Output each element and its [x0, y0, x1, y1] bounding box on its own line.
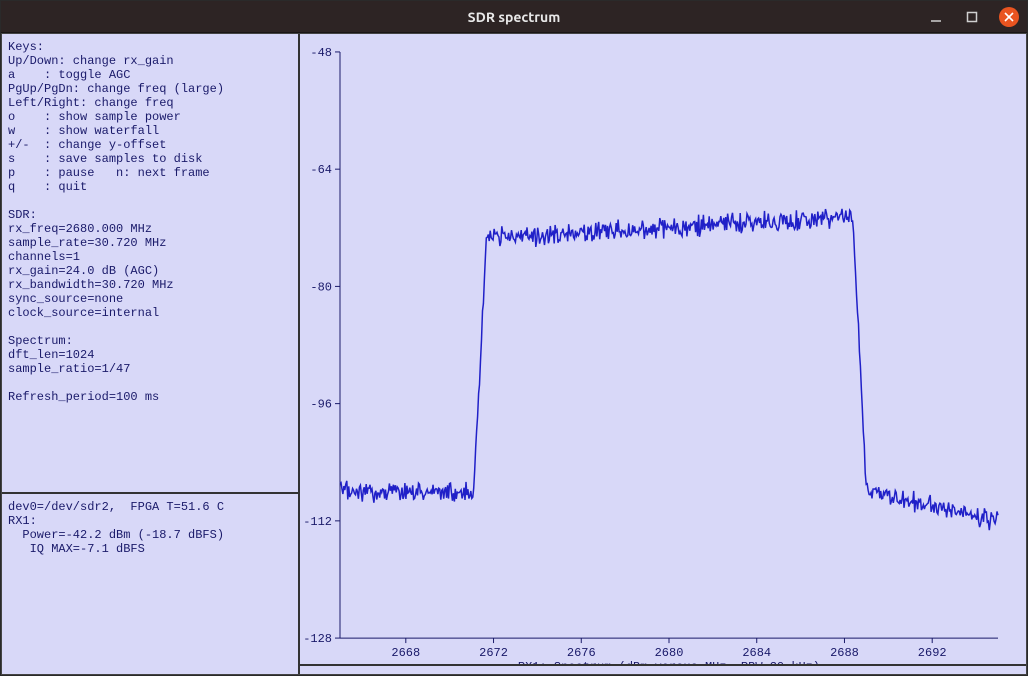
keys-sdr-panel: Keys: Up/Down: change rx_gain a : toggle… [2, 34, 298, 494]
svg-text:-96: -96 [310, 398, 332, 412]
svg-text:-64: -64 [310, 163, 332, 177]
sidebar: Keys: Up/Down: change rx_gain a : toggle… [2, 34, 300, 674]
maximize-button[interactable] [963, 8, 981, 26]
svg-text:2680: 2680 [655, 646, 684, 660]
svg-text:-48: -48 [310, 46, 332, 60]
titlebar-controls [927, 1, 1019, 33]
svg-text:2688: 2688 [830, 646, 859, 660]
svg-text:2676: 2676 [567, 646, 596, 660]
minimize-button[interactable] [927, 8, 945, 26]
svg-text:2672: 2672 [479, 646, 508, 660]
device-status-panel: dev0=/dev/sdr2, FPGA T=51.6 C RX1: Power… [2, 494, 298, 674]
svg-text:-80: -80 [310, 280, 332, 294]
close-button[interactable] [999, 7, 1019, 27]
spectrum-chart[interactable]: -48 -64 -80 -96 -112 -128 2668 2672 2676 2680 2684… [300, 34, 1026, 666]
svg-text:-128: -128 [303, 632, 332, 646]
content-area: Keys: Up/Down: change rx_gain a : toggle… [1, 33, 1027, 675]
svg-text:RX1: Spectrum (dBm versus MHz,: RX1: Spectrum (dBm versus MHz, RBW=30 kH… [518, 660, 820, 664]
svg-text:2684: 2684 [742, 646, 771, 660]
svg-text:2668: 2668 [391, 646, 420, 660]
titlebar[interactable]: SDR spectrum [1, 1, 1027, 33]
spectrum-svg: -48 -64 -80 -96 -112 -128 2668 2672 2676 2680 2684… [300, 34, 1026, 664]
svg-text:2692: 2692 [918, 646, 947, 660]
app-window: SDR spectrum Keys: Up/Down: change rx_ga… [0, 0, 1028, 676]
window-title: SDR spectrum [468, 9, 561, 25]
svg-text:-112: -112 [303, 515, 332, 529]
